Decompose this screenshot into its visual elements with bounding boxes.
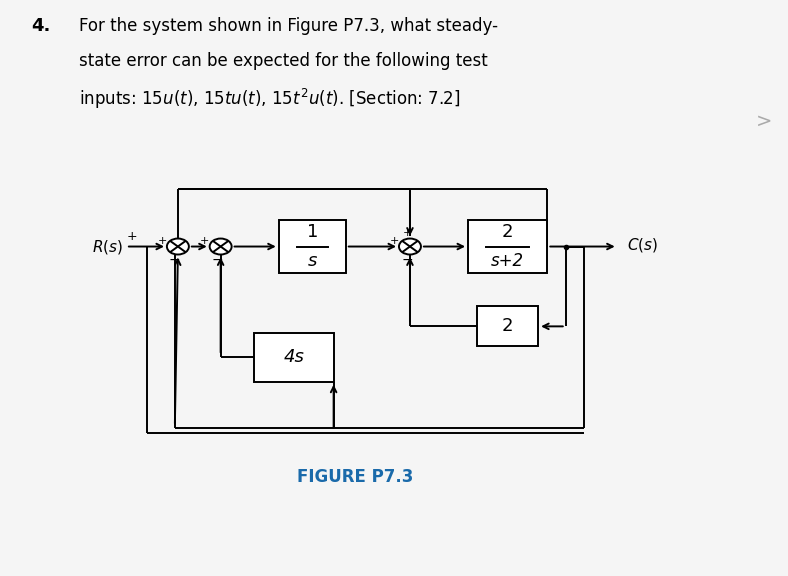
Text: 2: 2 — [502, 223, 514, 241]
Bar — [279, 220, 346, 273]
Text: 1: 1 — [307, 223, 318, 241]
Bar — [477, 306, 538, 346]
Text: s+2: s+2 — [491, 252, 524, 270]
Bar — [468, 220, 548, 273]
Text: 4.: 4. — [32, 17, 51, 35]
Bar — [255, 333, 333, 382]
Circle shape — [210, 238, 232, 255]
Text: >: > — [756, 112, 772, 130]
Text: $R(s)$: $R(s)$ — [92, 237, 123, 256]
Text: 4s: 4s — [284, 348, 304, 366]
Text: inputs: 15$u(t)$, 15$tu(t)$, 15$t^2u(t)$. [Section: 7.2]: inputs: 15$u(t)$, 15$tu(t)$, 15$t^2u(t)$… — [79, 86, 460, 111]
Circle shape — [167, 238, 189, 255]
Text: FIGURE P7.3: FIGURE P7.3 — [297, 468, 413, 486]
Text: state error can be expected for the following test: state error can be expected for the foll… — [79, 52, 488, 70]
Text: For the system shown in Figure P7.3, what steady-: For the system shown in Figure P7.3, wha… — [79, 17, 498, 35]
Text: −: − — [169, 253, 180, 267]
Text: 2: 2 — [502, 317, 514, 335]
Text: s: s — [307, 252, 317, 270]
Text: +: + — [158, 236, 167, 246]
Text: +: + — [403, 228, 412, 238]
Text: $C(s)$: $C(s)$ — [626, 236, 658, 254]
Text: −: − — [401, 253, 413, 267]
Text: −: − — [212, 253, 224, 267]
Text: +: + — [200, 236, 210, 246]
Text: +: + — [389, 236, 399, 246]
Text: +: + — [127, 230, 137, 243]
Circle shape — [399, 238, 421, 255]
